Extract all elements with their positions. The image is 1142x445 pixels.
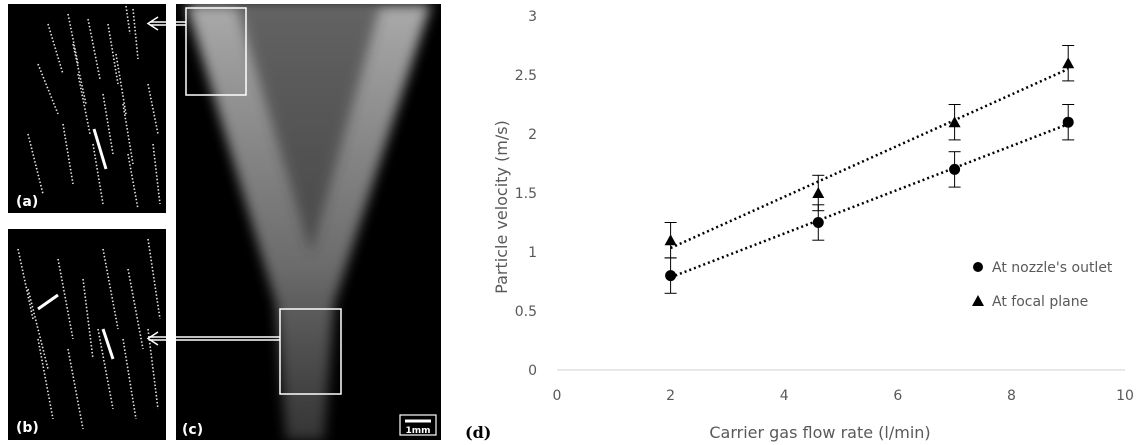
data-point-triangle bbox=[948, 116, 961, 128]
x-axis-label: Carrier gas flow rate (l/min) bbox=[709, 423, 930, 442]
data-point-triangle bbox=[1062, 57, 1075, 69]
trendline-1 bbox=[670, 67, 1069, 250]
legend-label: At focal plane bbox=[992, 294, 1088, 310]
roi-box-top bbox=[185, 7, 247, 96]
y-axis-label: Particle velocity (m/s) bbox=[492, 120, 511, 294]
y-tick-label: 2 bbox=[528, 127, 537, 143]
panel-c-image: (c) 1mm bbox=[176, 4, 441, 440]
x-tick-label: 10 bbox=[1116, 388, 1134, 404]
y-tick-label: 3 bbox=[528, 9, 537, 25]
y-tick-label: 1 bbox=[528, 245, 537, 261]
scale-bar-label: 1mm bbox=[405, 426, 430, 436]
x-tick-label: 0 bbox=[553, 388, 562, 404]
y-tick-label: 0 bbox=[528, 363, 537, 379]
data-point-circle bbox=[812, 217, 824, 228]
x-tick-label: 8 bbox=[1007, 388, 1016, 404]
trendlines bbox=[670, 67, 1069, 279]
data-markers bbox=[664, 57, 1075, 282]
x-tick-label: 2 bbox=[666, 388, 675, 404]
legend: At nozzle's outlet At focal plane bbox=[972, 260, 1113, 310]
data-point-triangle bbox=[664, 234, 677, 246]
panel-b-label: (b) bbox=[16, 420, 39, 436]
data-point-triangle bbox=[812, 187, 825, 198]
x-tick-label: 6 bbox=[893, 388, 902, 404]
panel-d-label: (d) bbox=[465, 423, 491, 442]
panel-a-label: (a) bbox=[16, 194, 38, 210]
legend-marker-circle bbox=[973, 262, 983, 272]
data-point-circle bbox=[949, 163, 961, 175]
particle-streaks-a: (a) bbox=[16, 5, 161, 210]
y-tick-label: 0.5 bbox=[515, 304, 537, 320]
data-point-circle bbox=[665, 270, 677, 282]
roi-box-bottom bbox=[279, 308, 342, 395]
panel-b-image: (b) bbox=[8, 229, 166, 440]
chart-axes: 0 2 4 6 8 10 0 0.5 1 1.5 2 2.5 3 bbox=[515, 9, 1134, 404]
spray-cone: (c) 1mm bbox=[182, 4, 437, 440]
y-tick-label: 1.5 bbox=[515, 186, 537, 202]
legend-label: At nozzle's outlet bbox=[992, 260, 1113, 276]
trendline-0 bbox=[670, 122, 1069, 279]
x-tick-label: 4 bbox=[780, 388, 789, 404]
particle-streaks-b: (b) bbox=[16, 238, 161, 436]
error-bars bbox=[664, 45, 1075, 294]
data-point-circle bbox=[1062, 116, 1074, 128]
y-tick-label: 2.5 bbox=[515, 68, 537, 84]
legend-marker-triangle bbox=[972, 295, 984, 306]
panel-c-label: (c) bbox=[182, 422, 203, 438]
panel-a-image: (a) bbox=[8, 4, 166, 213]
velocity-chart: 0 2 4 6 8 10 0 0.5 1 1.5 2 2.5 3 Carrier gas flow ra… bbox=[465, 9, 1134, 442]
